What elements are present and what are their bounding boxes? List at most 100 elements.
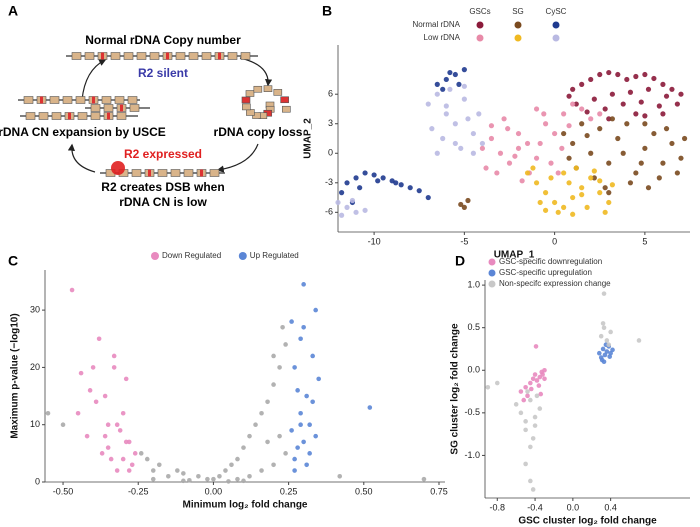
legend-swatch [488,258,496,266]
point [533,180,540,186]
point [597,190,603,196]
point [292,365,297,370]
rdna-unit [246,109,255,116]
point [181,471,186,476]
point [638,160,644,166]
point [591,168,597,174]
point [271,462,276,468]
point [497,150,504,156]
point [530,436,536,441]
point [602,185,608,191]
point [674,101,680,107]
point [588,76,594,83]
point [561,170,567,176]
legend-swatch [476,34,484,42]
point [606,160,612,166]
rdna-unit [157,169,168,177]
point [624,76,630,83]
point [566,123,572,129]
point [304,393,309,399]
point [505,126,511,132]
point [506,160,513,166]
legend-label: Up Regulated [250,251,299,260]
point [126,468,132,473]
diagram: A Normal rDNA Copy number R2 silent rDNA… [0,3,303,209]
point [443,76,449,83]
point [205,476,210,482]
point [606,342,612,348]
legend-swatch [552,21,560,29]
point [434,81,440,87]
point [528,380,533,386]
point [524,170,531,176]
point [440,86,446,92]
point [447,69,453,76]
rdna-unit [188,52,199,60]
point [301,282,306,287]
point [598,333,604,339]
point [633,111,639,117]
arrow [216,143,259,173]
point [548,175,554,181]
point [609,116,615,122]
panel-label: C [8,253,18,269]
point [123,376,129,382]
point [271,353,276,359]
point [259,410,264,416]
x-tick-label: 0.0 [567,502,580,512]
r2-insert [101,52,104,60]
point [588,175,594,181]
rdna-unit [170,169,181,177]
rdna-unit [282,105,291,113]
point [656,175,662,181]
point [601,359,607,365]
legend-swatch [488,269,496,277]
point [253,422,258,428]
point [536,383,542,388]
point [102,433,108,439]
point [523,419,528,424]
point [537,199,543,206]
point [674,170,680,176]
point [247,473,252,479]
point [584,109,590,115]
point [542,190,549,196]
x-tick-label: -0.50 [53,486,74,496]
point [624,121,630,127]
legend-label: Down Regulated [162,251,221,260]
point [523,384,528,390]
x-tick-label: -0.4 [527,502,543,512]
point [465,197,471,204]
point [608,329,613,335]
y-tick-label: 0.5 [467,322,480,332]
r2-insert [120,104,123,112]
point [298,336,303,342]
point [597,126,603,132]
point [289,428,294,433]
point [316,376,321,382]
point [532,414,538,420]
point [602,352,608,358]
point [452,121,458,127]
diagram-text: rDNA copy loss [214,125,303,139]
point [524,140,531,147]
point [211,476,216,482]
point [90,365,96,370]
point [310,399,315,405]
point [530,165,536,171]
rdna-unit [263,85,273,92]
point [570,86,576,92]
point [461,67,467,73]
y-tick-label: 0.0 [467,365,480,375]
point [175,468,180,473]
rdna-unit [227,52,238,60]
r2-insert [92,96,95,104]
point [129,462,135,468]
point [579,81,585,87]
legend-swatch [552,34,560,42]
point [532,423,538,428]
legend-row: Low rDNA [424,33,461,42]
point [298,410,303,416]
point [525,393,530,399]
point [440,135,446,142]
